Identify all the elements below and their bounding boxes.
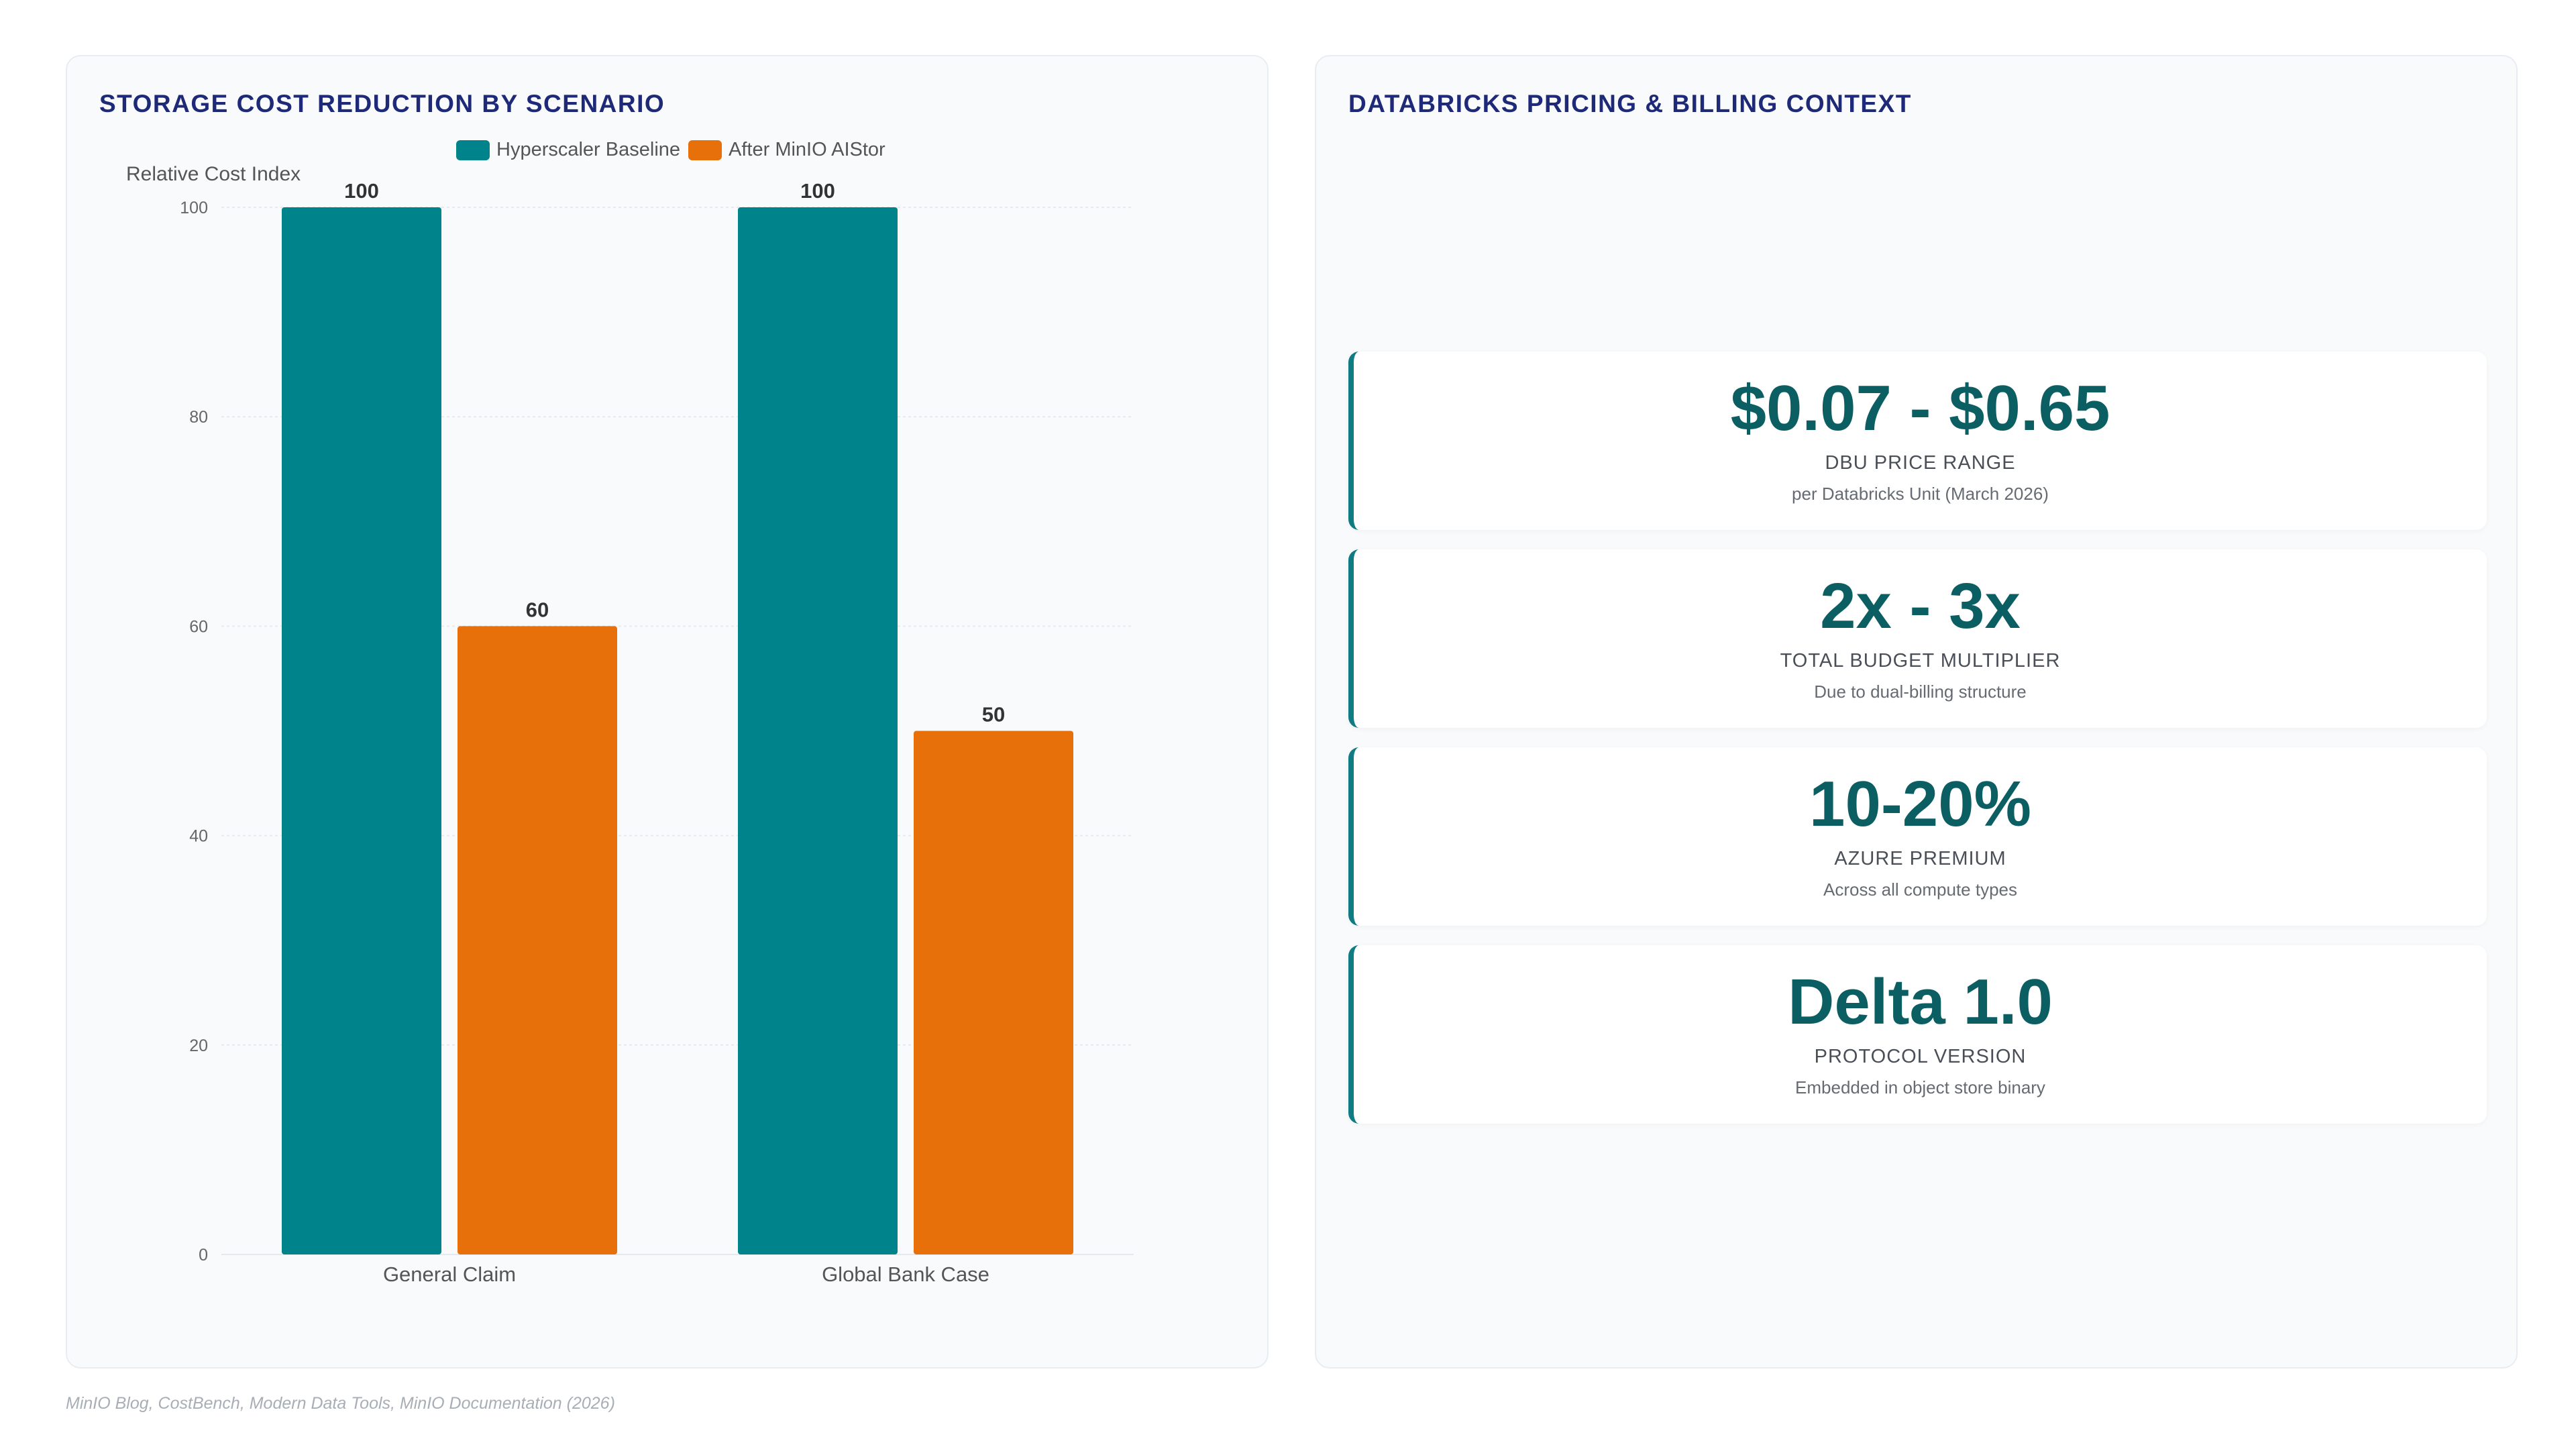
x-tick-label: General Claim (383, 1263, 516, 1286)
metric-label: AZURE PREMIUM (1834, 848, 2006, 869)
bar-value-label: 60 (526, 598, 549, 621)
metric-subtext: Embedded in object store binary (1795, 1077, 2045, 1097)
metric-subtext: per Databricks Unit (March 2026) (1792, 484, 2049, 504)
metric-subtext: Across all compute types (1823, 879, 2017, 900)
bar-general-claim-minio (458, 626, 617, 1254)
legend-label-baseline: Hyperscaler Baseline (496, 139, 681, 160)
metric-card-dbu-price: $0.07 - $0.65 DBU PRICE RANGE per Databr… (1348, 352, 2487, 530)
y-tick-label: 40 (189, 827, 208, 846)
legend-swatch-minio (688, 140, 722, 160)
metric-card-budget-multiplier: 2x - 3x TOTAL BUDGET MULTIPLIER Due to d… (1348, 549, 2487, 728)
y-tick-label: 0 (199, 1246, 208, 1265)
chart-legend: Hyperscaler Baseline After MinIO AIStor (456, 139, 894, 161)
legend-swatch-baseline (456, 140, 490, 160)
legend-item-baseline[interactable]: Hyperscaler Baseline (456, 139, 680, 161)
legend-label-minio: After MinIO AIStor (729, 139, 885, 160)
y-axis-label: Relative Cost Index (126, 163, 301, 185)
pricing-title: DATABRICKS PRICING & BILLING CONTEXT (1348, 90, 1912, 117)
metric-value: 2x - 3x (1820, 570, 2021, 642)
y-tick-label: 100 (180, 199, 208, 217)
bar-value-label: 100 (344, 179, 379, 203)
metric-label: DBU PRICE RANGE (1825, 452, 2016, 474)
bar-global-bank-case-minio (914, 731, 1073, 1254)
metric-subtext: Due to dual-billing structure (1814, 682, 2027, 702)
bar-value-label: 100 (800, 179, 835, 203)
metric-label: TOTAL BUDGET MULTIPLIER (1780, 650, 2061, 672)
x-tick-label: Global Bank Case (822, 1263, 989, 1286)
metric-value: Delta 1.0 (1788, 966, 2053, 1038)
bar-global-bank-case-baseline (738, 207, 898, 1254)
y-tick-label: 20 (189, 1036, 208, 1055)
legend-item-minio[interactable]: After MinIO AIStor (688, 139, 885, 161)
y-tick-label: 80 (189, 408, 208, 427)
metric-value: $0.07 - $0.65 (1730, 372, 2110, 444)
bar-chart: Relative Cost Index 0 20 40 60 80 100 100 60 Gene… (126, 163, 1134, 1286)
y-tick-label: 60 (189, 617, 208, 636)
chart-title: STORAGE COST REDUCTION BY SCENARIO (99, 90, 665, 117)
metric-value: 10-20% (1809, 768, 2031, 840)
metric-card-protocol-version: Delta 1.0 PROTOCOL VERSION Embedded in o… (1348, 945, 2487, 1124)
bar-general-claim-baseline (282, 207, 441, 1254)
metric-label: PROTOCOL VERSION (1814, 1046, 2027, 1067)
bar-value-label: 50 (982, 703, 1005, 727)
source-footnote: MinIO Blog, CostBench, Modern Data Tools… (66, 1394, 615, 1413)
pricing-panel: DATABRICKS PRICING & BILLING CONTEXT $0.… (1315, 55, 2518, 1368)
metric-card-azure-premium: 10-20% AZURE PREMIUM Across all compute … (1348, 747, 2487, 926)
chart-panel: STORAGE COST REDUCTION BY SCENARIO Hyper… (66, 55, 1269, 1368)
